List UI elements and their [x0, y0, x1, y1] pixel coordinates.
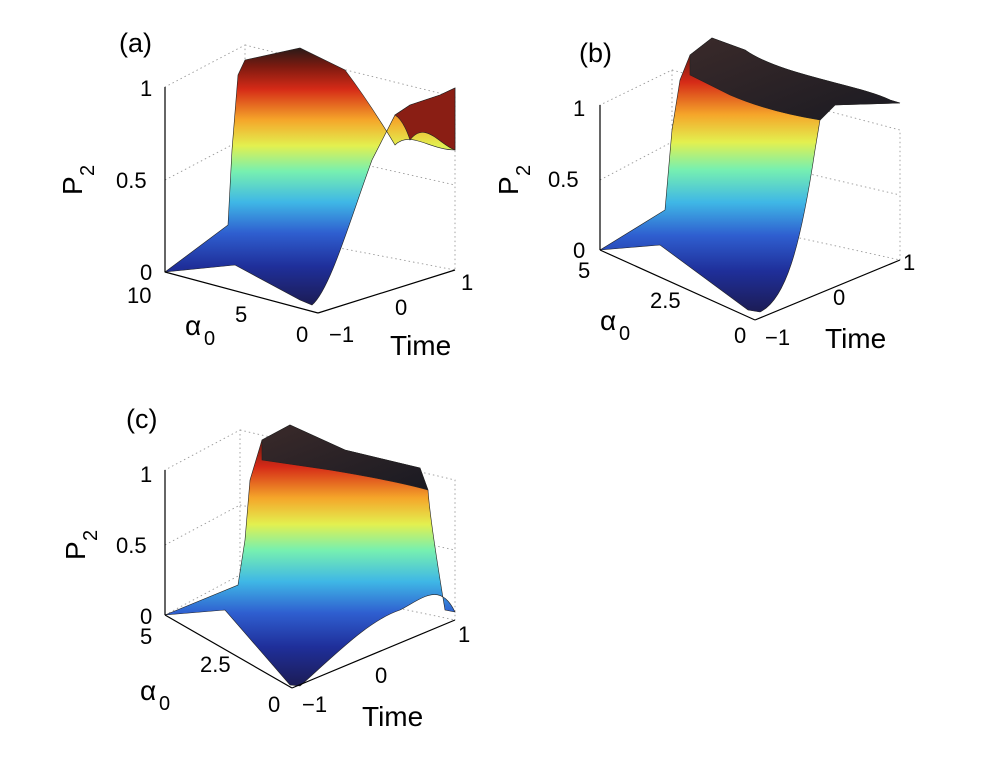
axis-y-a [164, 271, 319, 314]
grid-box-a [164, 44, 246, 272]
ytick-a-2: 10 [127, 283, 151, 308]
axis-x-c [291, 619, 456, 689]
ytick-c-2: 5 [140, 624, 152, 649]
panel-c: (c) 0 0.5 1 0 2.5 5 −1 0 1 P 2 α 0 Time [60, 404, 470, 732]
grid-line-c3 [164, 574, 241, 616]
grid-line-b1 [599, 141, 673, 181]
ytick-b-2: 5 [578, 258, 590, 283]
ytick-a-1: 5 [235, 302, 247, 327]
xlabel-b: Time [825, 323, 886, 354]
zlabel-a: P [57, 176, 88, 195]
ylabel-sub-a: 0 [204, 328, 215, 350]
ztick-b-2: 1 [573, 96, 585, 121]
ytick-c-1: 2.5 [200, 652, 231, 677]
ytick-a-0: 0 [296, 322, 308, 347]
grid-line-a1 [164, 137, 246, 181]
zlabel-c: P [60, 541, 91, 560]
xtick-b-0: −1 [765, 325, 790, 350]
axis-x-a [317, 269, 456, 314]
axis-y-b [599, 249, 756, 321]
panel-label-a: (a) [119, 28, 152, 58]
zlabel-sub-a: 2 [77, 165, 99, 176]
ytick-b-1: 2.5 [650, 288, 681, 313]
panel-label-c: (c) [126, 404, 157, 434]
panel-b: (b) 0 0.5 1 0 2.5 5 −1 0 1 P 2 α 0 Time [493, 37, 915, 354]
grid-line-b4 [671, 209, 901, 261]
axis-x-b [754, 259, 901, 321]
ztick-c-1: 0.5 [116, 533, 147, 558]
panel-a: (a) 0 0.5 1 0 5 10 −1 0 1 P 2 α 0 Time [57, 28, 473, 361]
ylabel-a: α [185, 310, 201, 341]
ylabel-c: α [140, 675, 156, 706]
ztick-b-1: 0.5 [548, 167, 579, 192]
xtick-c-2: 1 [458, 622, 470, 647]
ztick-a-2: 1 [140, 76, 152, 101]
ylabel-sub-c: 0 [159, 693, 170, 715]
axis-y-c [164, 614, 293, 689]
zlabel-sub-c: 2 [80, 530, 102, 541]
ztick-c-0: 0 [140, 604, 152, 629]
zlabel-b: P [493, 176, 524, 195]
xtick-c-1: 0 [375, 663, 387, 688]
ztick-b-0: 0 [573, 238, 585, 263]
xtick-c-0: −1 [302, 692, 327, 717]
surface-a-back [394, 87, 456, 151]
ztick-a-1: 0.5 [116, 168, 147, 193]
xtick-b-1: 0 [833, 285, 845, 310]
ztick-c-2: 1 [140, 462, 152, 487]
panel-label-b: (b) [579, 38, 612, 68]
xlabel-a: Time [390, 330, 451, 361]
ztick-a-0: 0 [140, 260, 152, 285]
xlabel-c: Time [362, 701, 423, 732]
xtick-b-2: 1 [903, 250, 915, 275]
surface-b-top [689, 37, 901, 121]
xtick-a-1: 0 [395, 295, 407, 320]
xtick-a-0: −1 [329, 322, 354, 347]
ytick-c-0: 0 [268, 692, 280, 717]
ylabel-sub-b: 0 [619, 323, 630, 345]
zlabel-sub-b: 2 [513, 165, 535, 176]
xtick-a-2: 1 [461, 270, 473, 295]
ytick-b-0: 0 [734, 323, 746, 348]
surface-a [163, 47, 456, 306]
grid-line-c1 [164, 504, 241, 546]
grid-box-c2 [239, 429, 456, 620]
surface-c-top [261, 424, 429, 491]
ylabel-b: α [600, 305, 616, 336]
grid-box-c [164, 429, 241, 615]
